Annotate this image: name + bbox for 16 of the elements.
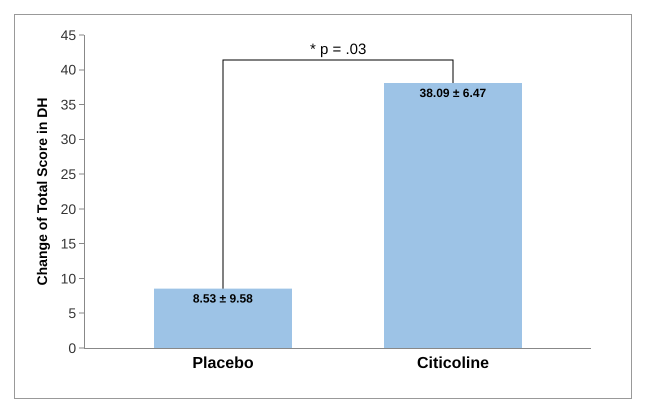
- y-tick-label: 15: [60, 236, 76, 252]
- y-axis-title: Change of Total Score in DH: [34, 98, 50, 286]
- y-tick-label: 10: [60, 270, 76, 286]
- y-tick-label: 40: [60, 62, 76, 78]
- y-tick-label: 30: [60, 131, 76, 148]
- data-label: 8.53 ± 9.58: [192, 292, 254, 306]
- y-tick-label: 35: [60, 96, 76, 112]
- x-tick-label: Citicoline: [416, 355, 490, 372]
- y-tick-label: 5: [68, 305, 76, 322]
- data-label: 38.09 ± 6.47: [420, 86, 486, 100]
- y-tick-label: 25: [60, 166, 76, 182]
- y-tick-label: 20: [60, 200, 76, 217]
- y-tick-label: 45: [60, 26, 76, 43]
- annotation: * p = .03: [310, 41, 366, 58]
- y-tick-label: 0: [68, 340, 76, 356]
- x-tick-label: Placebo: [192, 355, 254, 372]
